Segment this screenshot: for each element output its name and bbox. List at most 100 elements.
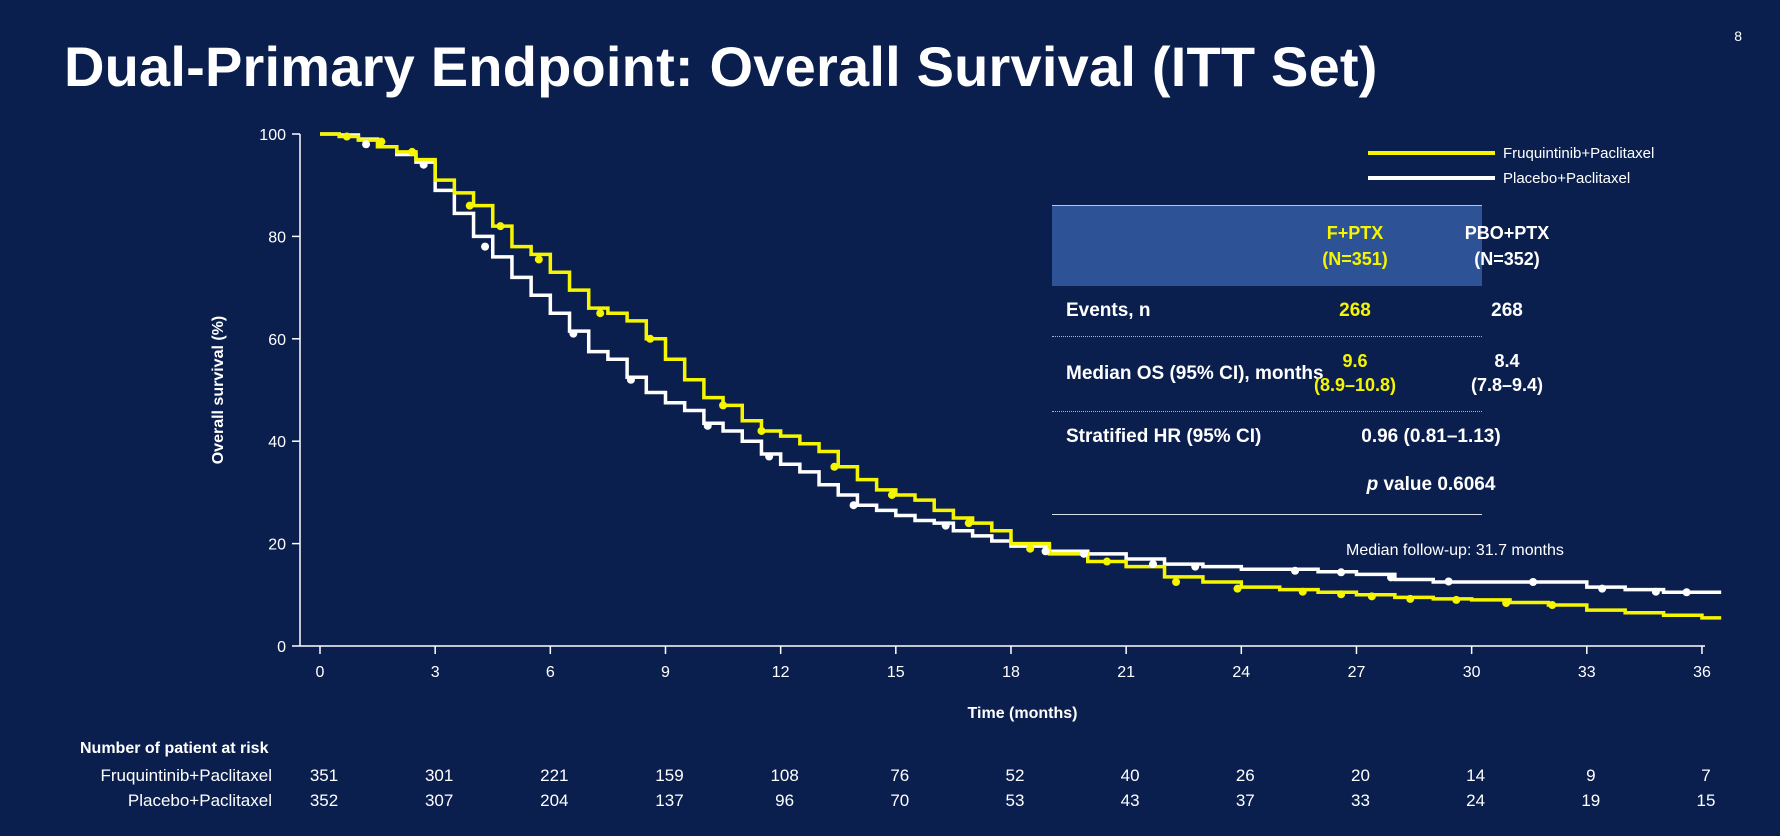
censor-mark-placebo: [569, 329, 578, 338]
median-os-row: Median OS (95% CI), months 9.6 (8.9–10.8…: [1052, 337, 1543, 412]
censor-mark-placebo: [626, 375, 635, 384]
at-risk-value: 352: [309, 791, 339, 810]
median-os-placebo-value: 8.4: [1494, 351, 1520, 371]
y-tick-label: 80: [268, 229, 286, 246]
hazard-ratio-label: Stratified HR (95% CI): [1066, 426, 1262, 447]
hazard-ratio-row: Stratified HR (95% CI) 0.96 (0.81–1.13): [1052, 412, 1501, 462]
x-tick-label: 15: [887, 664, 905, 681]
header-placebo: PBO+PTX (N=352): [1437, 220, 1577, 272]
at-risk-value: 159: [655, 766, 684, 785]
hazard-ratio-value: 0.96 (0.81–1.13): [1361, 426, 1501, 447]
median-os-fruquintinib: 9.6 (8.9–10.8): [1295, 349, 1415, 397]
censor-mark-placebo: [941, 521, 950, 530]
x-tick-label: 27: [1348, 664, 1366, 681]
censor-mark-fruquintinib: [1233, 584, 1242, 593]
censor-mark-fruquintinib: [964, 519, 973, 528]
at-risk-value: 108: [770, 766, 799, 785]
at-risk-value: 20: [1351, 766, 1370, 785]
at-risk-value: 221: [540, 766, 569, 785]
censor-mark-fruquintinib: [1406, 594, 1415, 603]
censor-mark-placebo: [481, 242, 490, 251]
median-os-label: Median OS (95% CI), months: [1066, 363, 1324, 384]
at-risk-value: 15: [1696, 791, 1716, 810]
median-os-fruquintinib-ci: (8.9–10.8): [1313, 375, 1397, 395]
censor-mark-placebo: [362, 140, 371, 149]
legend-label-placebo: Placebo+Paclitaxel: [1503, 170, 1630, 187]
censor-mark-fruquintinib: [1367, 592, 1376, 601]
x-tick-label: 36: [1693, 664, 1711, 681]
censor-mark-fruquintinib: [496, 222, 505, 231]
median-os-placebo: 8.4 (7.8–9.4): [1437, 349, 1577, 397]
censor-mark-placebo: [1079, 549, 1088, 558]
censor-mark-fruquintinib: [596, 309, 605, 318]
censor-mark-fruquintinib: [377, 137, 386, 146]
at-risk-value: 204: [540, 791, 569, 810]
at-risk-value: 70: [890, 791, 910, 810]
x-tick-label: 3: [431, 664, 440, 681]
at-risk-value: 301: [424, 766, 454, 785]
x-tick-label: 33: [1578, 664, 1596, 681]
at-risk-label-fruquintinib: Fruquintinib+Paclitaxel: [100, 766, 272, 785]
y-tick-label: 60: [268, 332, 286, 349]
censor-mark-placebo: [1651, 587, 1660, 596]
censor-mark-placebo: [703, 421, 712, 430]
series-line-placebo: [320, 132, 1722, 594]
p-symbol: p: [1366, 474, 1379, 495]
median-os-placebo-ci: (7.8–9.4): [1470, 375, 1544, 395]
x-tick-label: 21: [1117, 664, 1135, 681]
censor-mark-fruquintinib: [1298, 587, 1307, 596]
at-risk-value: 26: [1235, 766, 1255, 785]
y-axis-title: Overall survival (%): [210, 316, 227, 465]
at-risk-value: 19: [1581, 791, 1601, 810]
at-risk-table: Number of patient at risk Fruquintinib+P…: [0, 736, 1780, 836]
censor-mark-placebo: [849, 501, 858, 510]
at-risk-row-fruquintinib: Fruquintinib+Paclitaxel 351 301 221 159 108 7…: [0, 766, 1780, 788]
censor-mark-placebo: [1191, 562, 1200, 571]
x-tick-label: 0: [316, 664, 325, 681]
censor-mark-fruquintinib: [757, 426, 766, 435]
at-risk-value: 307: [424, 791, 454, 810]
at-risk-value: 37: [1235, 791, 1255, 810]
p-value-text: value 0.6064: [1383, 474, 1496, 495]
at-risk-value: 53: [1005, 791, 1025, 810]
p-value: p value 0.6064: [1301, 474, 1561, 496]
at-risk-value: 76: [890, 766, 910, 785]
censor-mark-placebo: [765, 452, 774, 461]
censor-mark-fruquintinib: [465, 201, 474, 210]
censor-mark-placebo: [1444, 577, 1453, 586]
censor-mark-placebo: [1337, 568, 1346, 577]
header-placebo-n: (N=352): [1474, 249, 1540, 269]
header-fruquintinib-n: (N=351): [1322, 249, 1388, 269]
x-tick-label: 30: [1463, 664, 1481, 681]
x-tick-label: 6: [546, 664, 555, 681]
at-risk-value: 9: [1586, 766, 1596, 785]
x-tick-label: 18: [1002, 664, 1020, 681]
censor-mark-fruquintinib: [719, 401, 728, 410]
at-risk-value: 40: [1120, 766, 1140, 785]
at-risk-value: 137: [655, 791, 684, 810]
at-risk-value: 24: [1466, 791, 1486, 810]
censor-mark-fruquintinib: [1337, 590, 1346, 599]
censor-mark-placebo: [1529, 578, 1538, 586]
events-label: Events, n: [1066, 300, 1151, 321]
at-risk-value: 7: [1701, 766, 1711, 785]
censor-mark-fruquintinib: [1548, 601, 1557, 610]
censor-mark-placebo: [419, 160, 428, 169]
y-tick-label: 20: [268, 537, 286, 554]
censor-mark-fruquintinib: [342, 132, 351, 141]
p-value-row: p value 0.6064: [1052, 462, 1495, 515]
censor-mark-fruquintinib: [408, 147, 417, 156]
censor-mark-placebo: [1682, 588, 1691, 597]
y-tick-label: 40: [268, 434, 286, 451]
series-line-fruquintinib: [320, 132, 1722, 620]
at-risk-value: 43: [1120, 791, 1140, 810]
y-tick-label: 100: [259, 127, 286, 144]
at-risk-label-placebo: Placebo+Paclitaxel: [127, 791, 272, 810]
censor-mark-fruquintinib: [887, 490, 896, 499]
stats-table: F+PTX (N=351) PBO+PTX (N=352) Events, n …: [1052, 205, 1549, 515]
censor-mark-placebo: [1387, 573, 1396, 582]
censor-mark-placebo: [1149, 560, 1158, 569]
censor-mark-fruquintinib: [646, 334, 655, 343]
median-os-fruquintinib-value: 9.6: [1342, 351, 1368, 371]
